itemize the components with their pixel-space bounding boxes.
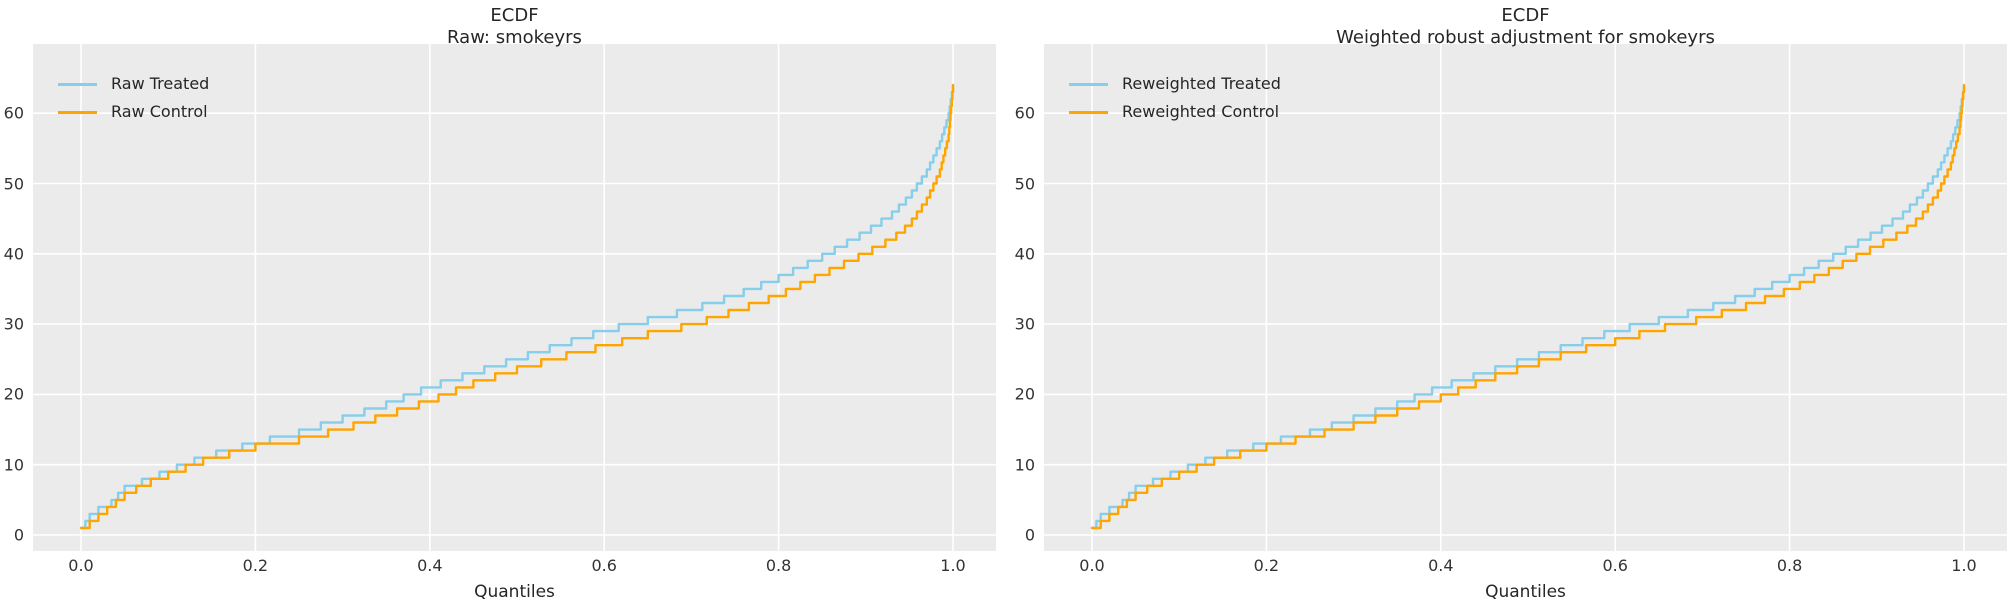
legend-label: Raw Treated [111,74,210,93]
left-plot-title-line2: Raw: smokeyrs [447,27,582,48]
y-tick-label: 40 [3,244,24,264]
y-tick-label: 10 [3,455,24,475]
y-tick-label: 30 [3,314,24,334]
legend-label: Reweighted Control [1122,102,1280,121]
legend-entry: Raw Treated [58,73,209,95]
left-legend: Raw Treated Raw Control [58,73,209,123]
x-tick-label: 0.8 [765,556,792,575]
legend-entry: Reweighted Control [1069,101,1281,123]
y-tick-label: 40 [1014,244,1035,264]
y-tick-label: 60 [3,103,24,123]
x-tick-label: 1.0 [940,556,966,575]
treated-line-swatch-icon [58,82,97,86]
treated-line-swatch-icon [1069,82,1108,86]
y-tick-label: 60 [1014,103,1035,123]
x-tick-label: 0.0 [1079,556,1105,575]
x-tick-label: 0.8 [1776,556,1803,575]
x-tick-label: 0.2 [242,556,269,575]
right-plot-title-line2: Weighted robust adjustment for smokeyrs [1336,27,1715,48]
x-tick-label: 0.0 [68,556,94,575]
control-line-swatch-icon [1069,110,1108,114]
left-plot-title-line1: ECDF [490,5,539,26]
legend-entry: Reweighted Treated [1069,73,1281,95]
right-x-axis-label: Quantiles [1485,582,1566,602]
left-x-axis-label: Quantiles [474,582,555,602]
y-tick-label: 20 [1014,384,1035,404]
legend-label: Reweighted Treated [1122,74,1281,93]
legend-entry: Raw Control [58,101,209,123]
right-plot-canvas [1044,44,2007,551]
x-tick-label: 0.6 [1602,556,1628,575]
y-tick-label: 0 [13,525,24,545]
legend-label: Raw Control [111,102,208,121]
x-tick-label: 1.0 [1951,556,1977,575]
x-tick-label: 0.4 [1428,556,1454,575]
y-tick-label: 50 [3,174,24,193]
left-plot-canvas [33,44,996,551]
y-tick-label: 10 [1014,455,1035,475]
x-tick-label: 0.4 [417,556,443,575]
left-plot-title: ECDF Raw: smokeyrs [33,5,996,49]
y-tick-label: 50 [1014,174,1035,193]
control-line-swatch-icon [58,110,97,114]
y-tick-label: 0 [1024,525,1035,545]
right-legend: Reweighted Treated Reweighted Control [1069,73,1281,123]
right-plot-title: ECDF Weighted robust adjustment for smok… [1044,5,2007,49]
y-tick-label: 30 [1014,314,1035,334]
right-plot-title-line1: ECDF [1501,5,1550,26]
x-tick-label: 0.2 [1253,556,1280,575]
x-tick-label: 0.6 [591,556,617,575]
y-tick-label: 20 [3,384,24,404]
